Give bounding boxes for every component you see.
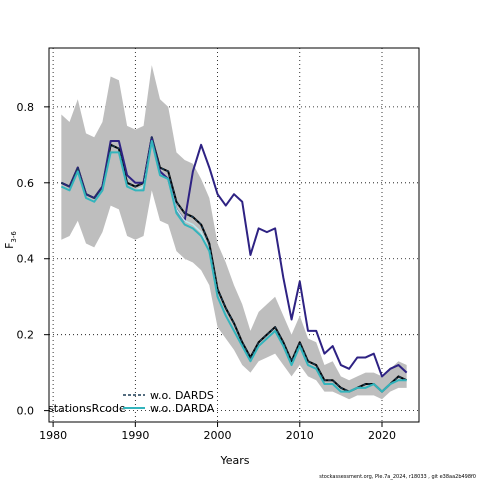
grid-lines — [49, 48, 419, 422]
y-axis-label-main: F — [3, 243, 16, 249]
y-axis: 0.0 0.2 0.4 0.6 0.8 — [17, 101, 49, 418]
x-tick-label: 2000 — [204, 429, 232, 442]
x-tick-label: 2010 — [286, 429, 314, 442]
series-line-5 — [60, 140, 407, 393]
legend: stationsRcode w.o. DARDS w.o. DARDA — [48, 389, 215, 415]
x-tick-label: 1990 — [121, 429, 149, 442]
y-axis-label: F3-6 — [3, 231, 18, 249]
footer-text: stockassessment.org, Ple.7a_2024, r18033… — [319, 474, 476, 480]
series-line-4 — [61, 136, 407, 393]
x-axis-label: Years — [219, 454, 249, 467]
y-tick-label: 0.0 — [17, 405, 35, 418]
series-lines — [60, 136, 408, 393]
x-tick-label: 2020 — [368, 429, 396, 442]
plot-frame — [48, 47, 420, 423]
series-line-2 — [60, 136, 408, 378]
x-tick-label: 1980 — [39, 429, 67, 442]
legend-title: stationsRcode — [48, 402, 126, 415]
y-tick-label: 0.8 — [17, 101, 35, 114]
legend-label-w-o-dards: w.o. DARDS — [150, 389, 214, 402]
confidence-band — [61, 65, 407, 400]
legend-label-w-o-darda: w.o. DARDA — [150, 402, 215, 415]
y-axis-label-subscript: 3-6 — [10, 231, 18, 243]
y-tick-label: 0.6 — [17, 177, 35, 190]
y-tick-label: 0.4 — [17, 253, 35, 266]
y-tick-label: 0.2 — [17, 329, 35, 342]
x-axis: 1980 1990 2000 2010 2020 — [39, 422, 396, 442]
confidence-band-area — [61, 65, 407, 400]
